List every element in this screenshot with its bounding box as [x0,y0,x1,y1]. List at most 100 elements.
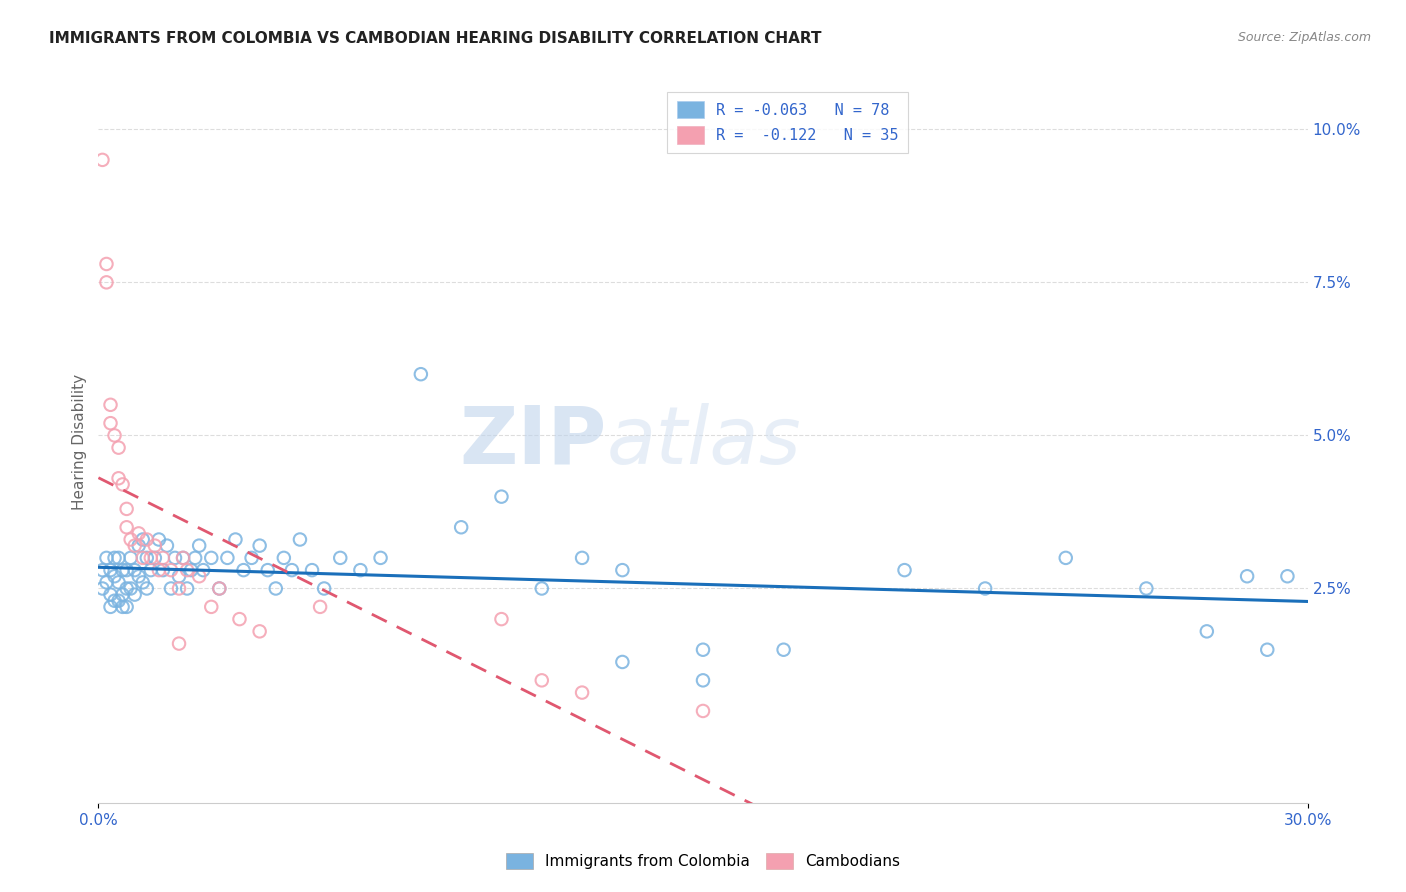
Point [160,582,183,596]
Point [409,367,432,381]
Point [228,612,250,626]
Point [96,257,118,271]
Point [208,582,231,596]
Point [314,582,336,596]
Point [200,599,222,614]
Text: Source: ZipAtlas.com: Source: ZipAtlas.com [1237,31,1371,45]
Point [167,569,190,583]
Point [96,276,118,290]
Point [111,599,134,614]
Point [184,550,207,565]
Point [115,599,138,614]
Point [1256,642,1278,657]
Point [329,550,352,565]
Point [370,550,392,565]
Point [176,582,198,596]
Point [1054,550,1077,565]
Point [167,582,190,596]
Point [264,582,287,596]
Point [132,550,155,565]
Point [107,441,129,455]
Point [91,563,114,577]
Point [135,533,157,547]
Point [571,550,593,565]
Point [530,673,553,688]
Point [188,539,211,553]
Point [143,550,166,565]
Point [256,563,278,577]
Point [128,569,150,583]
Point [111,588,134,602]
Point [208,582,231,596]
Point [100,588,122,602]
Point [349,563,371,577]
Point [188,569,211,583]
Point [103,593,125,607]
Point [103,428,125,442]
Point [612,563,634,577]
Point [135,550,157,565]
Point [107,575,129,590]
Legend: Immigrants from Colombia, Cambodians: Immigrants from Colombia, Cambodians [499,847,907,875]
Point [107,593,129,607]
Point [491,490,513,504]
Point [115,502,138,516]
Point [1195,624,1218,639]
Point [107,550,129,565]
Legend: R = -0.063   N = 78, R =  -0.122   N = 35: R = -0.063 N = 78, R = -0.122 N = 35 [668,92,908,153]
Text: IMMIGRANTS FROM COLOMBIA VS CAMBODIAN HEARING DISABILITY CORRELATION CHART: IMMIGRANTS FROM COLOMBIA VS CAMBODIAN HE… [49,31,821,46]
Point [100,563,122,577]
Text: atlas: atlas [606,402,801,481]
Point [612,655,634,669]
Point [232,563,254,577]
Point [450,520,472,534]
Point [115,582,138,596]
Point [160,563,183,577]
Point [180,563,202,577]
Point [143,539,166,553]
Point [139,550,162,565]
Point [172,550,194,565]
Point [1277,569,1299,583]
Point [273,550,295,565]
Point [100,416,122,430]
Point [309,599,332,614]
Point [124,588,146,602]
Point [217,550,239,565]
Point [96,575,118,590]
Point [193,563,215,577]
Point [111,477,134,491]
Point [772,642,794,657]
Point [974,582,997,596]
Point [301,563,323,577]
Point [281,563,304,577]
Point [120,550,142,565]
Point [115,520,138,534]
Point [132,575,155,590]
Point [132,533,155,547]
Point [1135,582,1157,596]
Point [249,624,271,639]
Point [893,563,915,577]
Point [107,471,129,485]
Point [148,563,170,577]
Point [91,582,114,596]
Point [124,539,146,553]
Point [249,539,271,553]
Point [120,533,142,547]
Point [288,533,311,547]
Point [530,582,553,596]
Point [240,550,263,565]
Point [156,539,179,553]
Point [139,563,162,577]
Point [124,563,146,577]
Point [91,153,114,167]
Point [103,550,125,565]
Point [491,612,513,626]
Point [692,704,714,718]
Point [152,550,174,565]
Text: ZIP: ZIP [458,402,606,481]
Point [120,582,142,596]
Point [167,637,190,651]
Point [128,526,150,541]
